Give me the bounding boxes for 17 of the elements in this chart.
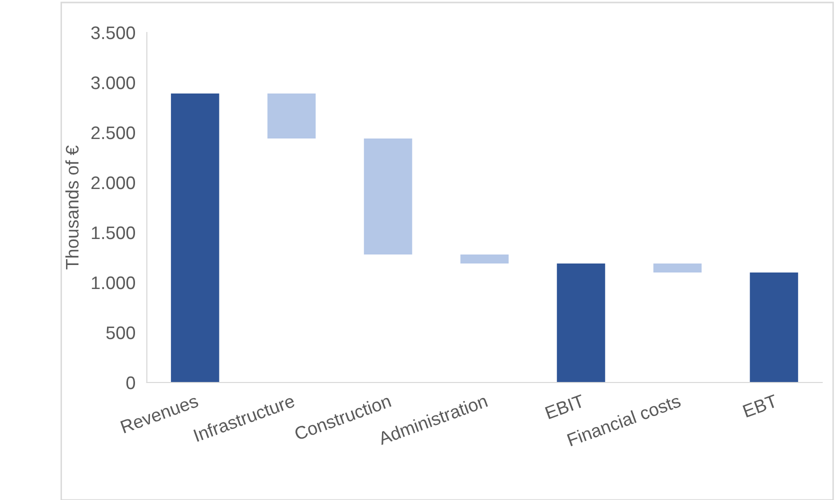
bar	[364, 138, 412, 254]
y-axis-title: Thousands of €	[65, 146, 79, 270]
bar	[460, 254, 509, 264]
bar	[750, 272, 798, 382]
bar	[267, 94, 316, 138]
y-tick-label: 0	[126, 376, 136, 390]
y-tick-label: 500	[106, 326, 136, 340]
bar	[556, 264, 606, 382]
y-tick-label: 1.500	[92, 226, 136, 240]
y-tick-label: 2.500	[91, 126, 136, 140]
y-tick-label: 2.000	[91, 176, 136, 190]
bar	[170, 94, 220, 382]
y-tick-label: 3.000	[91, 76, 136, 90]
bar	[653, 264, 702, 272]
x-tick-label: EBT	[742, 394, 778, 418]
y-tick-label: 3.500	[91, 26, 136, 40]
y-tick-label: 1.000	[92, 276, 136, 290]
